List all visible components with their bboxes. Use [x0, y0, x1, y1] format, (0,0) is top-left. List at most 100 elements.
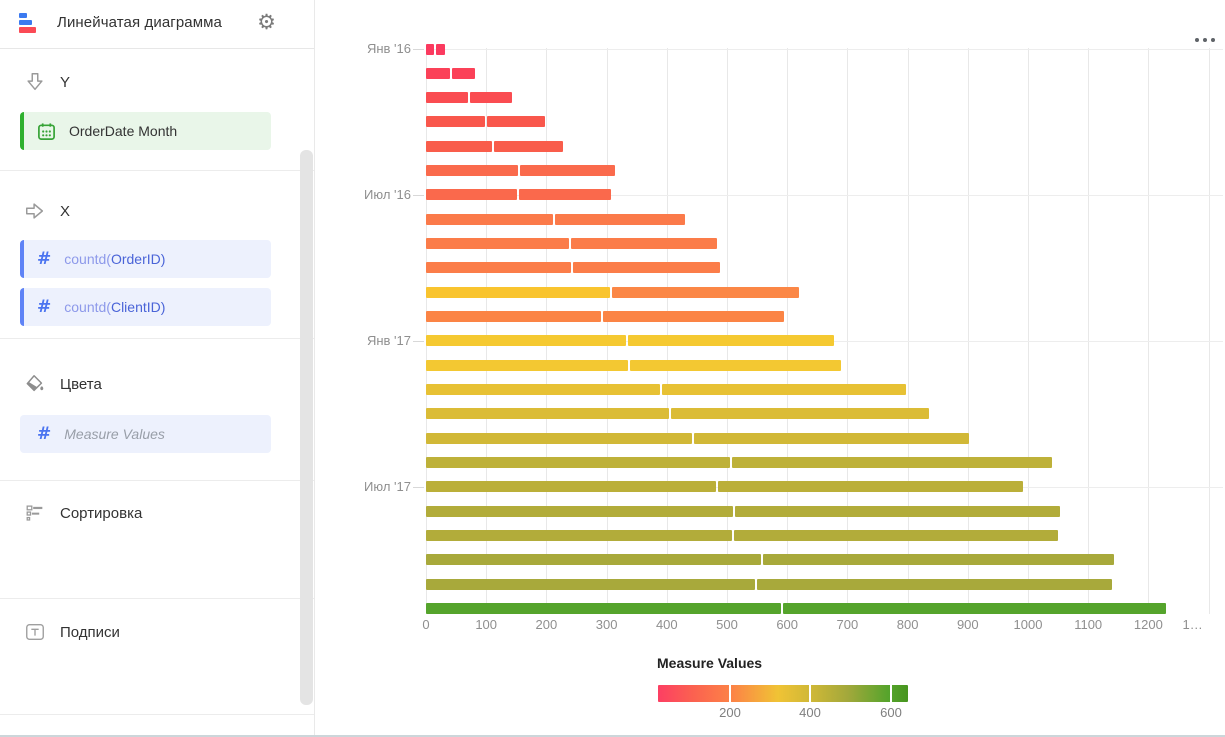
bar-segment[interactable] [717, 481, 1024, 493]
x-axis-label: 0 [422, 617, 430, 632]
sort-icon [26, 505, 43, 521]
bar-segment[interactable] [602, 311, 785, 323]
bar-segment[interactable] [426, 335, 627, 347]
window-bottom-edge [0, 735, 1225, 737]
legend-tick [729, 685, 731, 702]
x-axis-label: 100 [475, 617, 498, 632]
section-divider [0, 338, 314, 339]
section-y-header: Y [24, 70, 70, 94]
y-axis-label: Июл '16 [364, 186, 411, 202]
y-axis-tick [413, 49, 424, 50]
field-measure-values[interactable]: # Measure Values [20, 415, 271, 453]
bar-segment[interactable] [426, 262, 571, 274]
legend-gradient[interactable] [658, 685, 908, 702]
bar-segment[interactable] [486, 116, 546, 128]
bar-segment[interactable] [426, 408, 669, 420]
legend-tick-label: 200 [719, 705, 741, 720]
section-x-label: X [60, 202, 71, 220]
section-colors-label: Цвета [60, 375, 102, 393]
section-sort-header: Сортировка [24, 501, 142, 525]
legend-title: Measure Values [657, 655, 763, 671]
bar-segment[interactable] [426, 116, 485, 128]
bar-segment[interactable] [670, 408, 929, 420]
bar-segment[interactable] [436, 43, 446, 55]
bar-segment[interactable] [426, 603, 782, 615]
x-axis-label: 900 [956, 617, 979, 632]
field-orderdate-month[interactable]: OrderDate Month [20, 112, 271, 150]
bar-segment[interactable] [783, 603, 1166, 615]
y-axis-label: Июл '17 [364, 478, 411, 494]
bar-segment[interactable] [426, 481, 716, 493]
bar-segment[interactable] [426, 384, 661, 396]
arrow-right-icon [26, 203, 44, 219]
gridline-horizontal [426, 49, 1223, 50]
bar-segment[interactable] [735, 505, 1060, 517]
gridline-horizontal [426, 194, 1223, 196]
bar-segment[interactable] [519, 189, 612, 201]
section-labels-label: Подписи [60, 623, 120, 641]
bar-segment[interactable] [611, 286, 800, 298]
field-countd-clientid[interactable]: # countd(ClientID) [20, 288, 271, 326]
bar-segment[interactable] [570, 238, 718, 250]
text-icon [26, 623, 44, 641]
bar-segment[interactable] [572, 262, 720, 274]
bar-segment[interactable] [426, 165, 519, 177]
section-sort-label: Сортировка [60, 504, 143, 522]
bar-segment[interactable] [731, 457, 1053, 469]
chart-menu-ellipsis-icon[interactable] [1191, 34, 1219, 46]
gridline-vertical [847, 48, 849, 614]
gridline-vertical [546, 48, 548, 614]
section-colors-header: Цвета [24, 372, 102, 396]
bar-segment[interactable] [426, 238, 569, 250]
x-axis-label: 1100 [1074, 617, 1103, 632]
bar-segment[interactable] [426, 311, 601, 323]
x-axis-label: 500 [716, 617, 738, 632]
bar-segment[interactable] [469, 92, 513, 104]
bar-segment[interactable] [762, 554, 1115, 566]
bar-segment[interactable] [426, 578, 755, 590]
gridline-vertical [1088, 48, 1090, 614]
field-label: countd(ClientID) [64, 299, 166, 315]
bar-segment[interactable] [520, 165, 615, 177]
bar-segment[interactable] [426, 43, 435, 55]
legend-tick-label: 600 [880, 705, 902, 720]
section-divider [0, 598, 314, 599]
bar-segment[interactable] [694, 432, 969, 444]
bar-segment[interactable] [426, 213, 553, 225]
bar-segment[interactable] [426, 286, 610, 298]
bar-segment[interactable] [426, 67, 450, 79]
bar-segment[interactable] [426, 432, 693, 444]
bar-segment[interactable] [426, 554, 761, 566]
chart-type-icon[interactable] [19, 13, 37, 35]
arrow-down-icon [27, 73, 43, 91]
paint-bucket-icon [26, 375, 44, 392]
section-divider [0, 714, 314, 715]
bar-segment[interactable] [426, 189, 518, 201]
bar-segment[interactable] [426, 505, 734, 517]
sidebar-header: Линейчатая диаграмма ⚙ [0, 0, 314, 49]
sidebar-scrollbar[interactable] [300, 150, 313, 705]
bar-segment[interactable] [734, 530, 1059, 542]
bar-segment[interactable] [426, 530, 733, 542]
bar-segment[interactable] [554, 213, 685, 225]
gridline-vertical [606, 48, 608, 614]
bar-segment[interactable] [494, 140, 564, 152]
y-axis-tick [413, 486, 424, 488]
bar-segment[interactable] [628, 335, 834, 347]
bar-segment[interactable] [426, 92, 468, 104]
x-axis-label: 700 [836, 617, 859, 632]
bar-segment[interactable] [662, 384, 906, 396]
bar-segment[interactable] [426, 457, 730, 469]
x-axis-label: 1… [1182, 617, 1203, 632]
bar-segment[interactable] [630, 359, 842, 371]
bar-segment[interactable] [426, 140, 493, 152]
gridline-vertical [787, 48, 789, 614]
field-label: countd(OrderID) [64, 251, 166, 267]
bar-segment[interactable] [451, 67, 475, 79]
section-labels-header: Подписи [24, 620, 120, 644]
gear-icon[interactable]: ⚙ [257, 10, 276, 34]
field-countd-orderid[interactable]: # countd(OrderID) [20, 240, 271, 278]
bar-segment[interactable] [426, 359, 629, 371]
bar-segment[interactable] [756, 578, 1112, 590]
